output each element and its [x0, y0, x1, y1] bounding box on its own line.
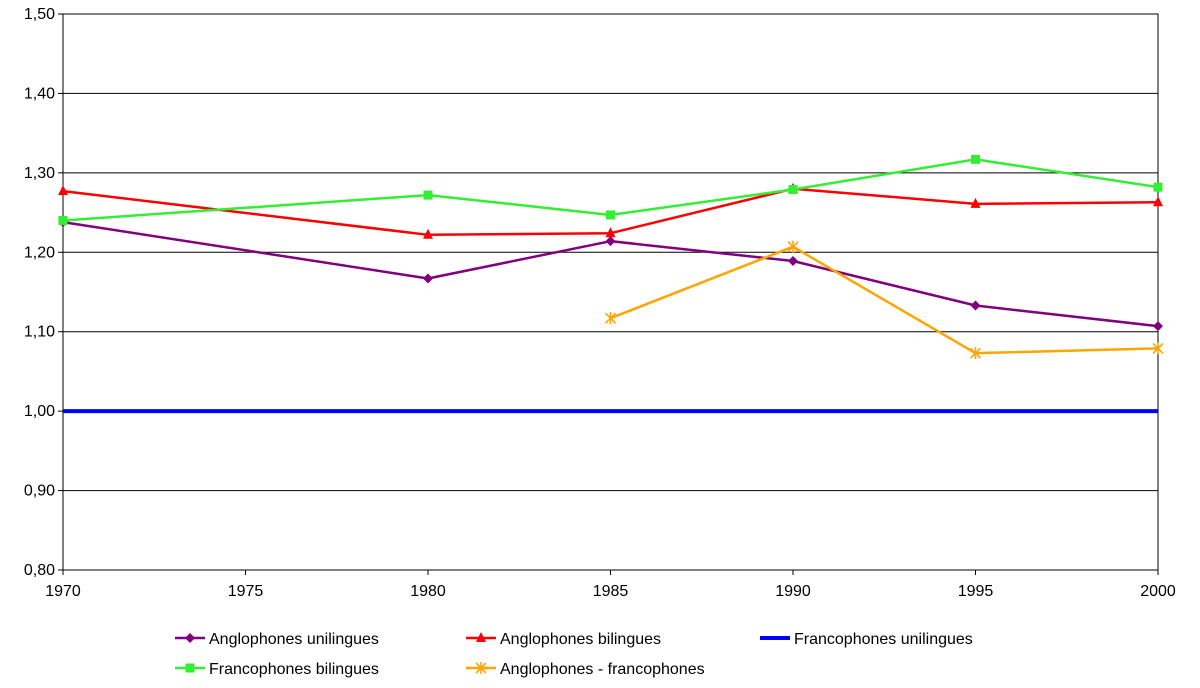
y-tick-label: 0,90: [24, 483, 55, 500]
series-line: [62, 158, 1159, 222]
square-marker: [788, 185, 798, 195]
y-tick-label: 1,40: [24, 85, 55, 102]
x-tick-label: 1985: [593, 583, 629, 600]
star-marker: [1152, 342, 1164, 355]
series-line: [610, 245, 1159, 355]
legend: Anglophones unilingues Anglophones biling…: [175, 631, 973, 678]
axes: 0,80 0,90 1,00 1,10 1,20 1,30 1,40 1,50 1970 1975…: [24, 6, 1176, 600]
diamond-marker: [970, 300, 981, 311]
diamond-marker: [1153, 321, 1163, 332]
legend-item: Francophones unilingues: [760, 631, 973, 648]
legend-item: Anglophones - francophones: [466, 661, 705, 678]
legend-label: Anglophones - francophones: [500, 661, 705, 678]
x-tick-label: 1980: [410, 583, 446, 600]
y-tick-label: 1,30: [24, 165, 55, 182]
legend-item: Anglophones unilingues: [175, 631, 379, 648]
series-line: [62, 220, 1159, 328]
square-marker: [423, 190, 433, 200]
triangle-marker: [970, 197, 981, 208]
grid-lines: [63, 92, 1158, 492]
legend-label: Francophones bilingues: [209, 661, 379, 678]
star-marker: [787, 240, 799, 253]
legend-label: Anglophones unilingues: [209, 631, 379, 648]
diamond-marker: [788, 256, 798, 267]
legend-label: Anglophones bilingues: [500, 631, 661, 648]
plot-area-border: [62, 13, 1159, 571]
x-tick-label: 1975: [228, 583, 264, 600]
diamond-marker: [423, 273, 433, 284]
star-marker: [604, 312, 617, 325]
diamond-marker: [185, 633, 195, 643]
y-tick-label: 1,20: [24, 244, 55, 261]
x-tick-label: 1995: [958, 583, 994, 600]
triangle-marker: [476, 632, 486, 642]
x-tick-label: 2000: [1140, 583, 1176, 600]
legend-item: Francophones bilingues: [175, 661, 379, 678]
triangle-marker: [1153, 196, 1163, 207]
legend-label: Francophones unilingues: [794, 631, 973, 648]
star-marker: [475, 662, 487, 674]
y-tick-label: 0,80: [24, 562, 55, 579]
x-tick-label: 1990: [775, 583, 811, 600]
legend-item: Anglophones bilingues: [466, 631, 661, 648]
triangle-marker: [423, 228, 433, 239]
star-marker: [969, 347, 982, 360]
series-francophones-bilingues: [58, 154, 1163, 226]
triangle-marker: [58, 185, 68, 196]
square-marker: [185, 663, 195, 673]
square-marker: [58, 216, 68, 226]
series-line: [62, 187, 1159, 237]
y-tick-label: 1,50: [24, 6, 55, 23]
y-tick-label: 1,00: [24, 403, 55, 420]
square-marker: [1153, 182, 1163, 192]
triangle-marker: [605, 227, 616, 238]
x-tick-label: 1970: [45, 583, 81, 600]
y-tick-label: 1,10: [24, 324, 55, 341]
series-lines: [58, 154, 1164, 414]
square-marker: [606, 210, 615, 220]
diamond-marker: [605, 236, 616, 247]
series-anglophones-francophones: [604, 240, 1164, 360]
square-marker: [971, 154, 980, 164]
